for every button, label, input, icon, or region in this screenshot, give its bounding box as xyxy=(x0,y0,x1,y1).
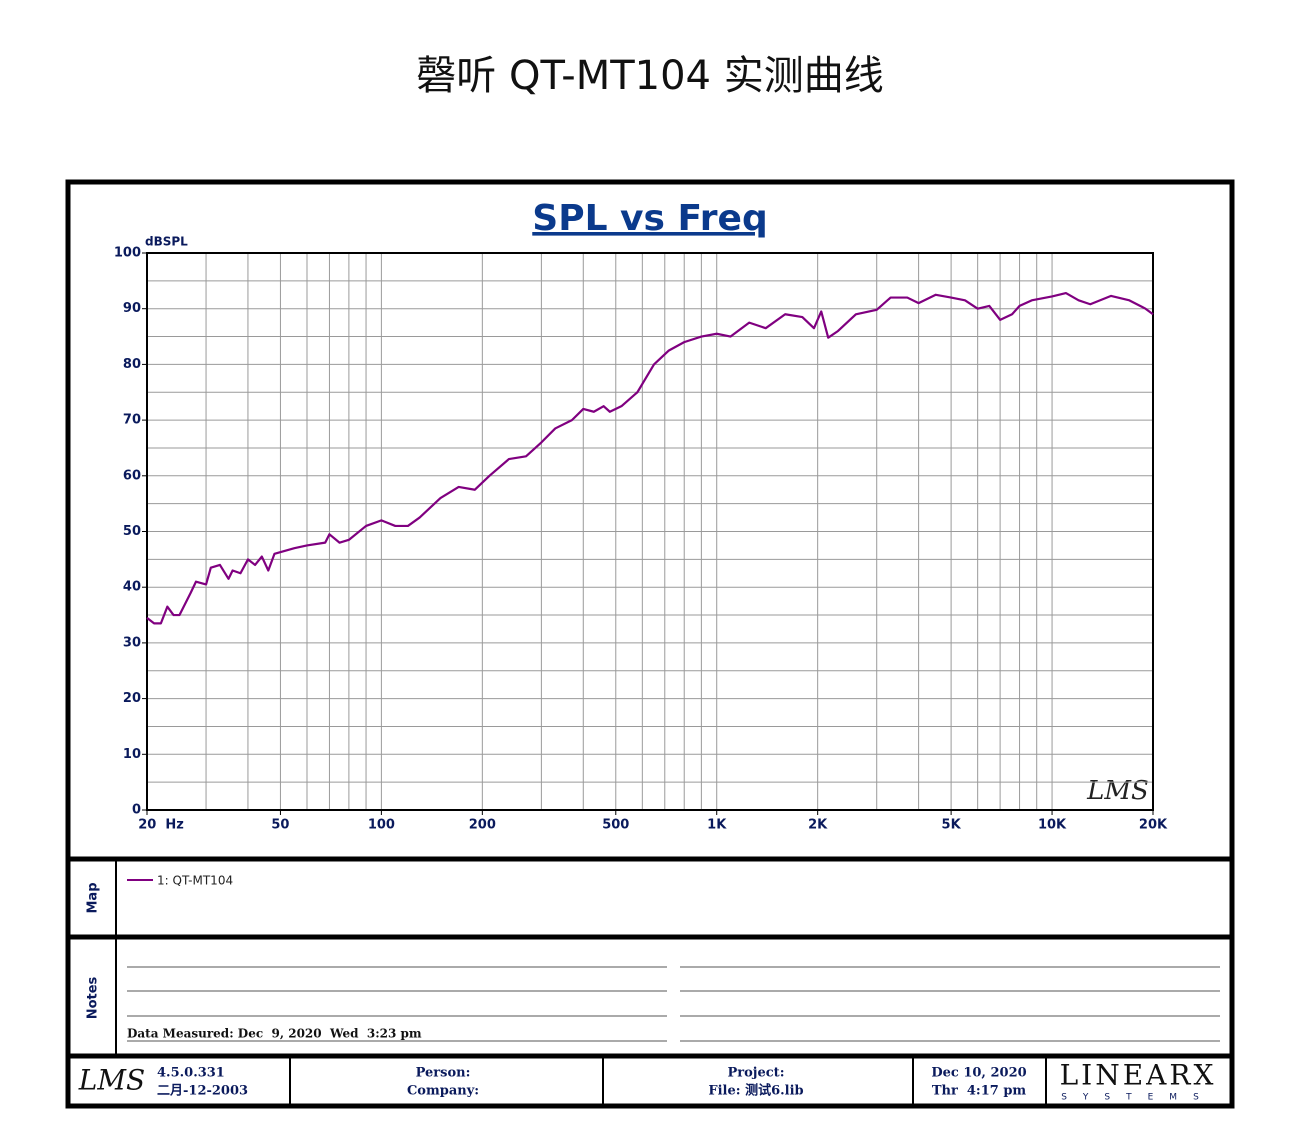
version: 4.5.0.331 xyxy=(157,1066,225,1081)
x-tick-label: 50 xyxy=(271,818,289,833)
y-axis-label: dBSPL xyxy=(145,235,188,249)
brand-sub: SYSTEMS xyxy=(1061,1093,1215,1103)
y-tick-label: 70 xyxy=(123,413,141,428)
section-label: Map xyxy=(86,882,101,913)
page-title: 磬听 QT-MT104 实测曲线 xyxy=(416,53,883,99)
report-frame xyxy=(65,179,1235,1109)
x-tick-label: 2K xyxy=(808,818,828,833)
y-tick-label: 10 xyxy=(123,747,141,762)
data-line xyxy=(146,292,1154,625)
legend-entry: 1: QT-MT104 xyxy=(157,874,233,888)
logo: LMS xyxy=(78,1064,145,1097)
x-tick-label: 20 Hz xyxy=(138,818,184,833)
company: Company: xyxy=(407,1084,479,1099)
x-tick-label: 200 xyxy=(469,818,496,833)
y-tick-label: 60 xyxy=(123,468,141,483)
y-tick-label: 100 xyxy=(114,246,141,261)
y-tick-label: 20 xyxy=(123,691,141,706)
watermark: LMS xyxy=(1086,776,1149,806)
brand: LINEARX xyxy=(1060,1059,1217,1092)
build-date: 二月-12-2003 xyxy=(157,1084,248,1099)
x-tick-label: 5K xyxy=(942,818,962,833)
y-tick-label: 90 xyxy=(123,301,141,316)
x-tick-label: 20K xyxy=(1139,818,1168,833)
x-tick-label: 100 xyxy=(368,818,395,833)
report-date: Dec 10, 2020 xyxy=(931,1066,1026,1081)
x-tick-label: 10K xyxy=(1038,818,1067,833)
chart-title: SPL vs Freq xyxy=(532,198,767,239)
section-label: Notes xyxy=(86,976,101,1019)
y-tick-label: 50 xyxy=(123,524,141,539)
project: Project: xyxy=(728,1066,785,1081)
report-time: Thr 4:17 pm xyxy=(932,1084,1027,1099)
y-tick-label: 80 xyxy=(123,357,141,372)
x-tick-label: 500 xyxy=(602,818,629,833)
y-tick-label: 0 xyxy=(132,803,141,818)
y-tick-label: 30 xyxy=(123,635,141,650)
person: Person: xyxy=(416,1066,471,1081)
plot: 0 10 20 30 40 50 60 70 80 90 100 20 Hz 50 100 200 500 1K… xyxy=(114,246,1168,833)
measured-date: Data Measured: Dec 9, 2020 Wed 3:23 pm xyxy=(127,1027,422,1041)
file: File: 测试6.lib xyxy=(708,1083,803,1099)
y-tick-label: 40 xyxy=(123,580,141,595)
x-tick-label: 1K xyxy=(707,818,727,833)
note-lines xyxy=(127,966,1220,1042)
